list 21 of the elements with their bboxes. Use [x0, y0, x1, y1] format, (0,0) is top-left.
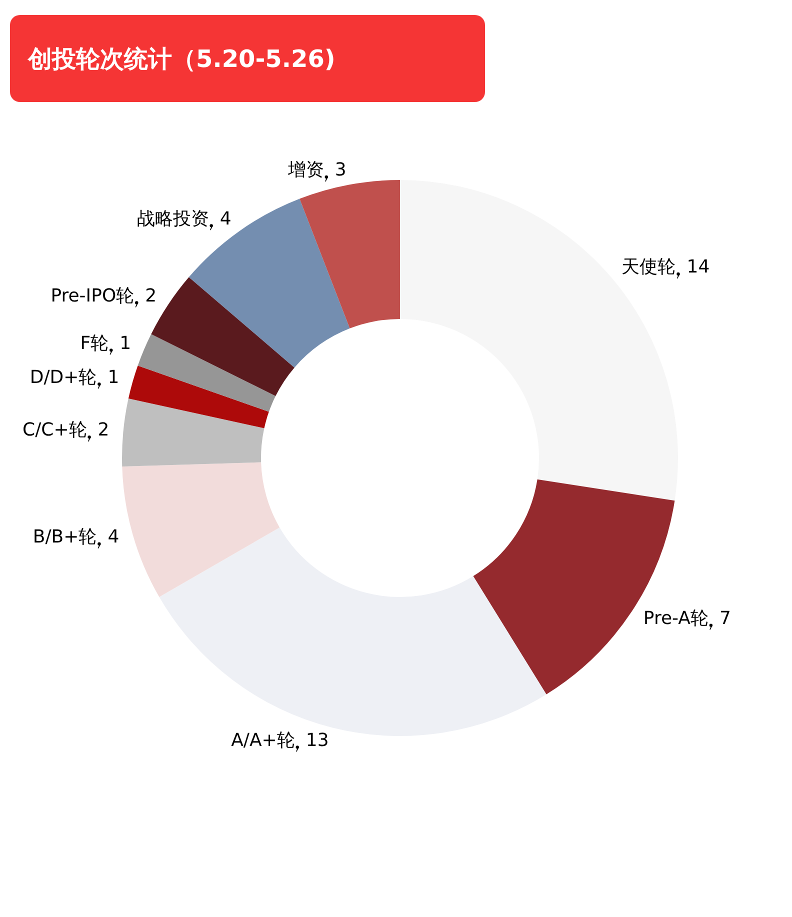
- slice-label: 天使轮: [622, 256, 676, 278]
- slice-label: C/C+轮: [22, 420, 87, 441]
- data-label: 3: [334, 160, 346, 181]
- slice-label: 战略投资: [136, 208, 209, 230]
- slice-label: 增资: [286, 160, 324, 181]
- data-label: 4: [108, 526, 120, 548]
- data-label: 13: [306, 730, 329, 751]
- data-label: 14: [686, 256, 710, 278]
- slice-label: Pre-A轮: [643, 608, 708, 629]
- data-label: 2: [145, 285, 157, 306]
- chart-title: 创投轮次统计（5.20-5.26): [28, 44, 336, 74]
- slice-label: D/D+轮: [30, 366, 97, 388]
- data-label: 4: [220, 208, 232, 230]
- data-label: 7: [719, 608, 731, 629]
- data-label: 1: [108, 366, 120, 388]
- slice-label: F轮: [80, 332, 109, 354]
- slice-label: Pre-IPO轮: [50, 285, 134, 306]
- slice-label: B/B+轮: [32, 526, 97, 548]
- slice-label: A/A+轮: [231, 730, 295, 751]
- data-label: 1: [120, 332, 132, 354]
- data-label: 2: [98, 420, 110, 441]
